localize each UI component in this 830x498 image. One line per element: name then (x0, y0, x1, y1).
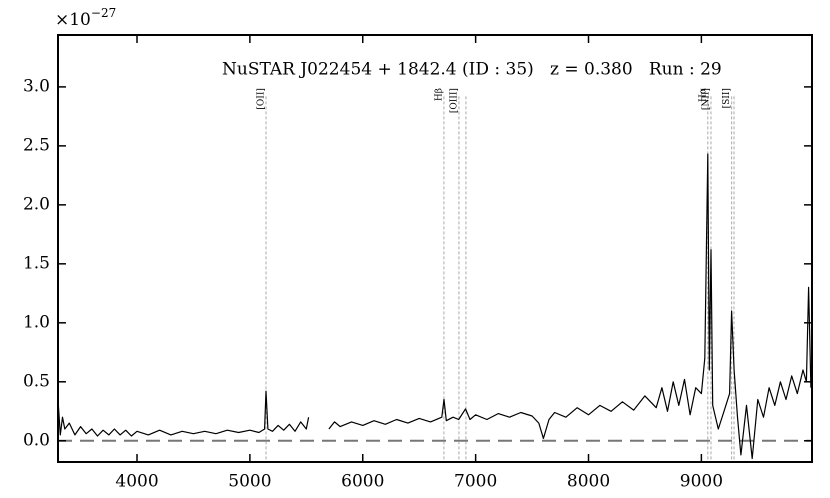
plot-frame (57, 34, 813, 463)
y-tick-label: 1.0 (23, 312, 50, 332)
y-tick-label: 0.0 (23, 430, 50, 450)
line-label: Hα (698, 88, 708, 102)
line-label: Hβ (434, 88, 444, 101)
y-tick-label: 2.0 (23, 194, 50, 214)
x-tick-label: 8000 (567, 472, 610, 492)
line-label: [OIII] (449, 88, 459, 113)
y-tick-label: 1.5 (23, 253, 50, 273)
x-tick-label: 6000 (341, 472, 384, 492)
x-tick-label: 5000 (228, 472, 271, 492)
line-label: [SII] (722, 88, 732, 108)
chart-title: NuSTAR J022454 + 1842.4 (ID : 35) z = 0.… (222, 60, 722, 80)
line-label: [OII] (257, 88, 267, 110)
offset-base: ×10 (55, 10, 91, 30)
y-tick-label: 2.5 (23, 135, 50, 155)
x-tick-label: 4000 (115, 472, 158, 492)
y-tick-label: 0.5 (23, 371, 50, 391)
spectrum-line (57, 153, 812, 460)
offset-exponent: −27 (91, 6, 116, 20)
x-tick-label: 9000 (680, 472, 723, 492)
y-tick-label: 3.0 (23, 76, 50, 96)
x-tick-label: 7000 (454, 472, 497, 492)
offset-text: ×10−27 (55, 6, 116, 30)
line-label: [NII] (701, 88, 711, 110)
